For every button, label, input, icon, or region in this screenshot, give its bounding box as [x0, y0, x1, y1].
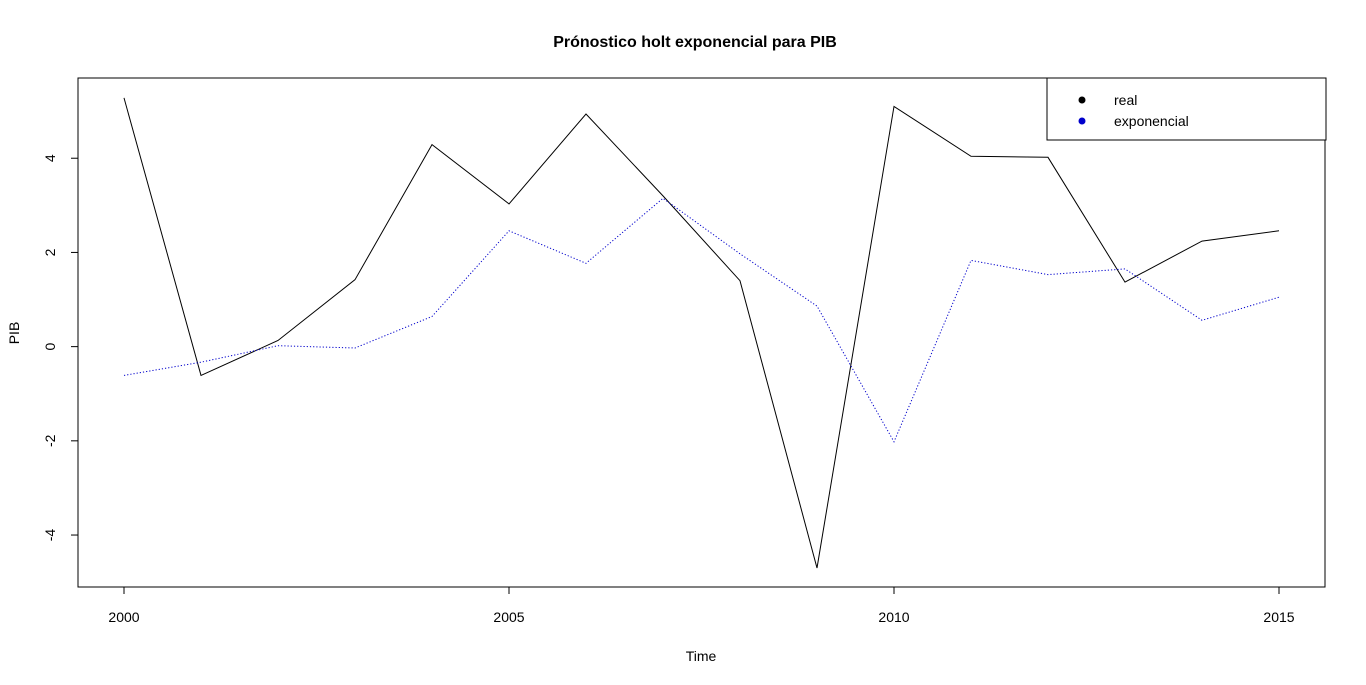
data-point-real-2005 [508, 203, 509, 204]
data-point-exponencial-2008 [739, 253, 740, 254]
x-tick-label-2015: 2015 [1263, 609, 1294, 625]
data-point-exponencial-2009 [816, 306, 817, 307]
series-line-exponencial [123, 197, 1280, 443]
y-axis: -4 -2 0 2 4 [42, 154, 79, 542]
data-point-real-2014 [1201, 241, 1202, 242]
legend-label-exponencial: exponencial [1114, 113, 1189, 129]
data-point-exponencial-2014 [1201, 320, 1202, 321]
data-point-exponencial-2015 [1278, 297, 1279, 298]
data-point-exponencial-2012 [1047, 274, 1048, 275]
series-layer [123, 97, 1280, 569]
series-line-real [123, 97, 1280, 569]
chart-title: Prónostico holt exponencial para PIB [553, 34, 837, 51]
legend: real exponencial [1046, 77, 1327, 141]
data-point-exponencial-2000 [123, 375, 124, 376]
legend-box [1046, 77, 1327, 141]
data-point-exponencial-2010 [893, 441, 894, 442]
data-point-real-2004 [431, 144, 432, 145]
legend-marker-exponencial [1078, 117, 1086, 125]
data-point-real-2001 [200, 375, 201, 376]
data-point-real-2012 [1047, 157, 1048, 158]
data-point-real-2010 [893, 106, 894, 107]
x-axis: 2000 2005 2010 2015 [108, 586, 1295, 625]
data-point-exponencial-2011 [970, 260, 971, 261]
legend-marker-real [1078, 96, 1086, 104]
data-point-real-2002 [277, 340, 278, 341]
y-tick-label-2: 2 [42, 248, 58, 256]
data-point-real-2007 [662, 195, 663, 196]
data-point-real-2006 [585, 113, 586, 114]
data-point-real-2003 [354, 279, 355, 280]
data-point-exponencial-2001 [200, 362, 201, 363]
x-tick-label-2005: 2005 [493, 609, 524, 625]
data-point-exponencial-2003 [354, 347, 355, 348]
data-point-exponencial-2006 [585, 263, 586, 264]
data-point-exponencial-2002 [277, 345, 278, 346]
data-point-exponencial-2004 [431, 316, 432, 317]
x-tick-label-2000: 2000 [108, 609, 139, 625]
data-point-exponencial-2007 [662, 198, 663, 199]
legend-label-real: real [1114, 92, 1137, 108]
plot-frame [77, 77, 1326, 588]
y-tick-label-4: 4 [42, 154, 58, 162]
data-point-real-2009 [816, 567, 817, 568]
data-point-exponencial-2005 [508, 230, 509, 231]
data-point-exponencial-2013 [1124, 268, 1125, 269]
data-point-real-2013 [1124, 282, 1125, 283]
data-point-real-2015 [1278, 230, 1279, 231]
y-tick-label-0: 0 [42, 343, 58, 351]
x-tick-label-2010: 2010 [878, 609, 909, 625]
y-tick-label--2: -2 [42, 434, 58, 447]
x-axis-label: Time [686, 648, 717, 664]
data-point-real-2011 [970, 156, 971, 157]
y-axis-label: PIB [6, 322, 22, 345]
data-point-real-2008 [739, 280, 740, 281]
data-point-real-2000 [123, 97, 124, 98]
y-tick-label--4: -4 [42, 529, 58, 542]
